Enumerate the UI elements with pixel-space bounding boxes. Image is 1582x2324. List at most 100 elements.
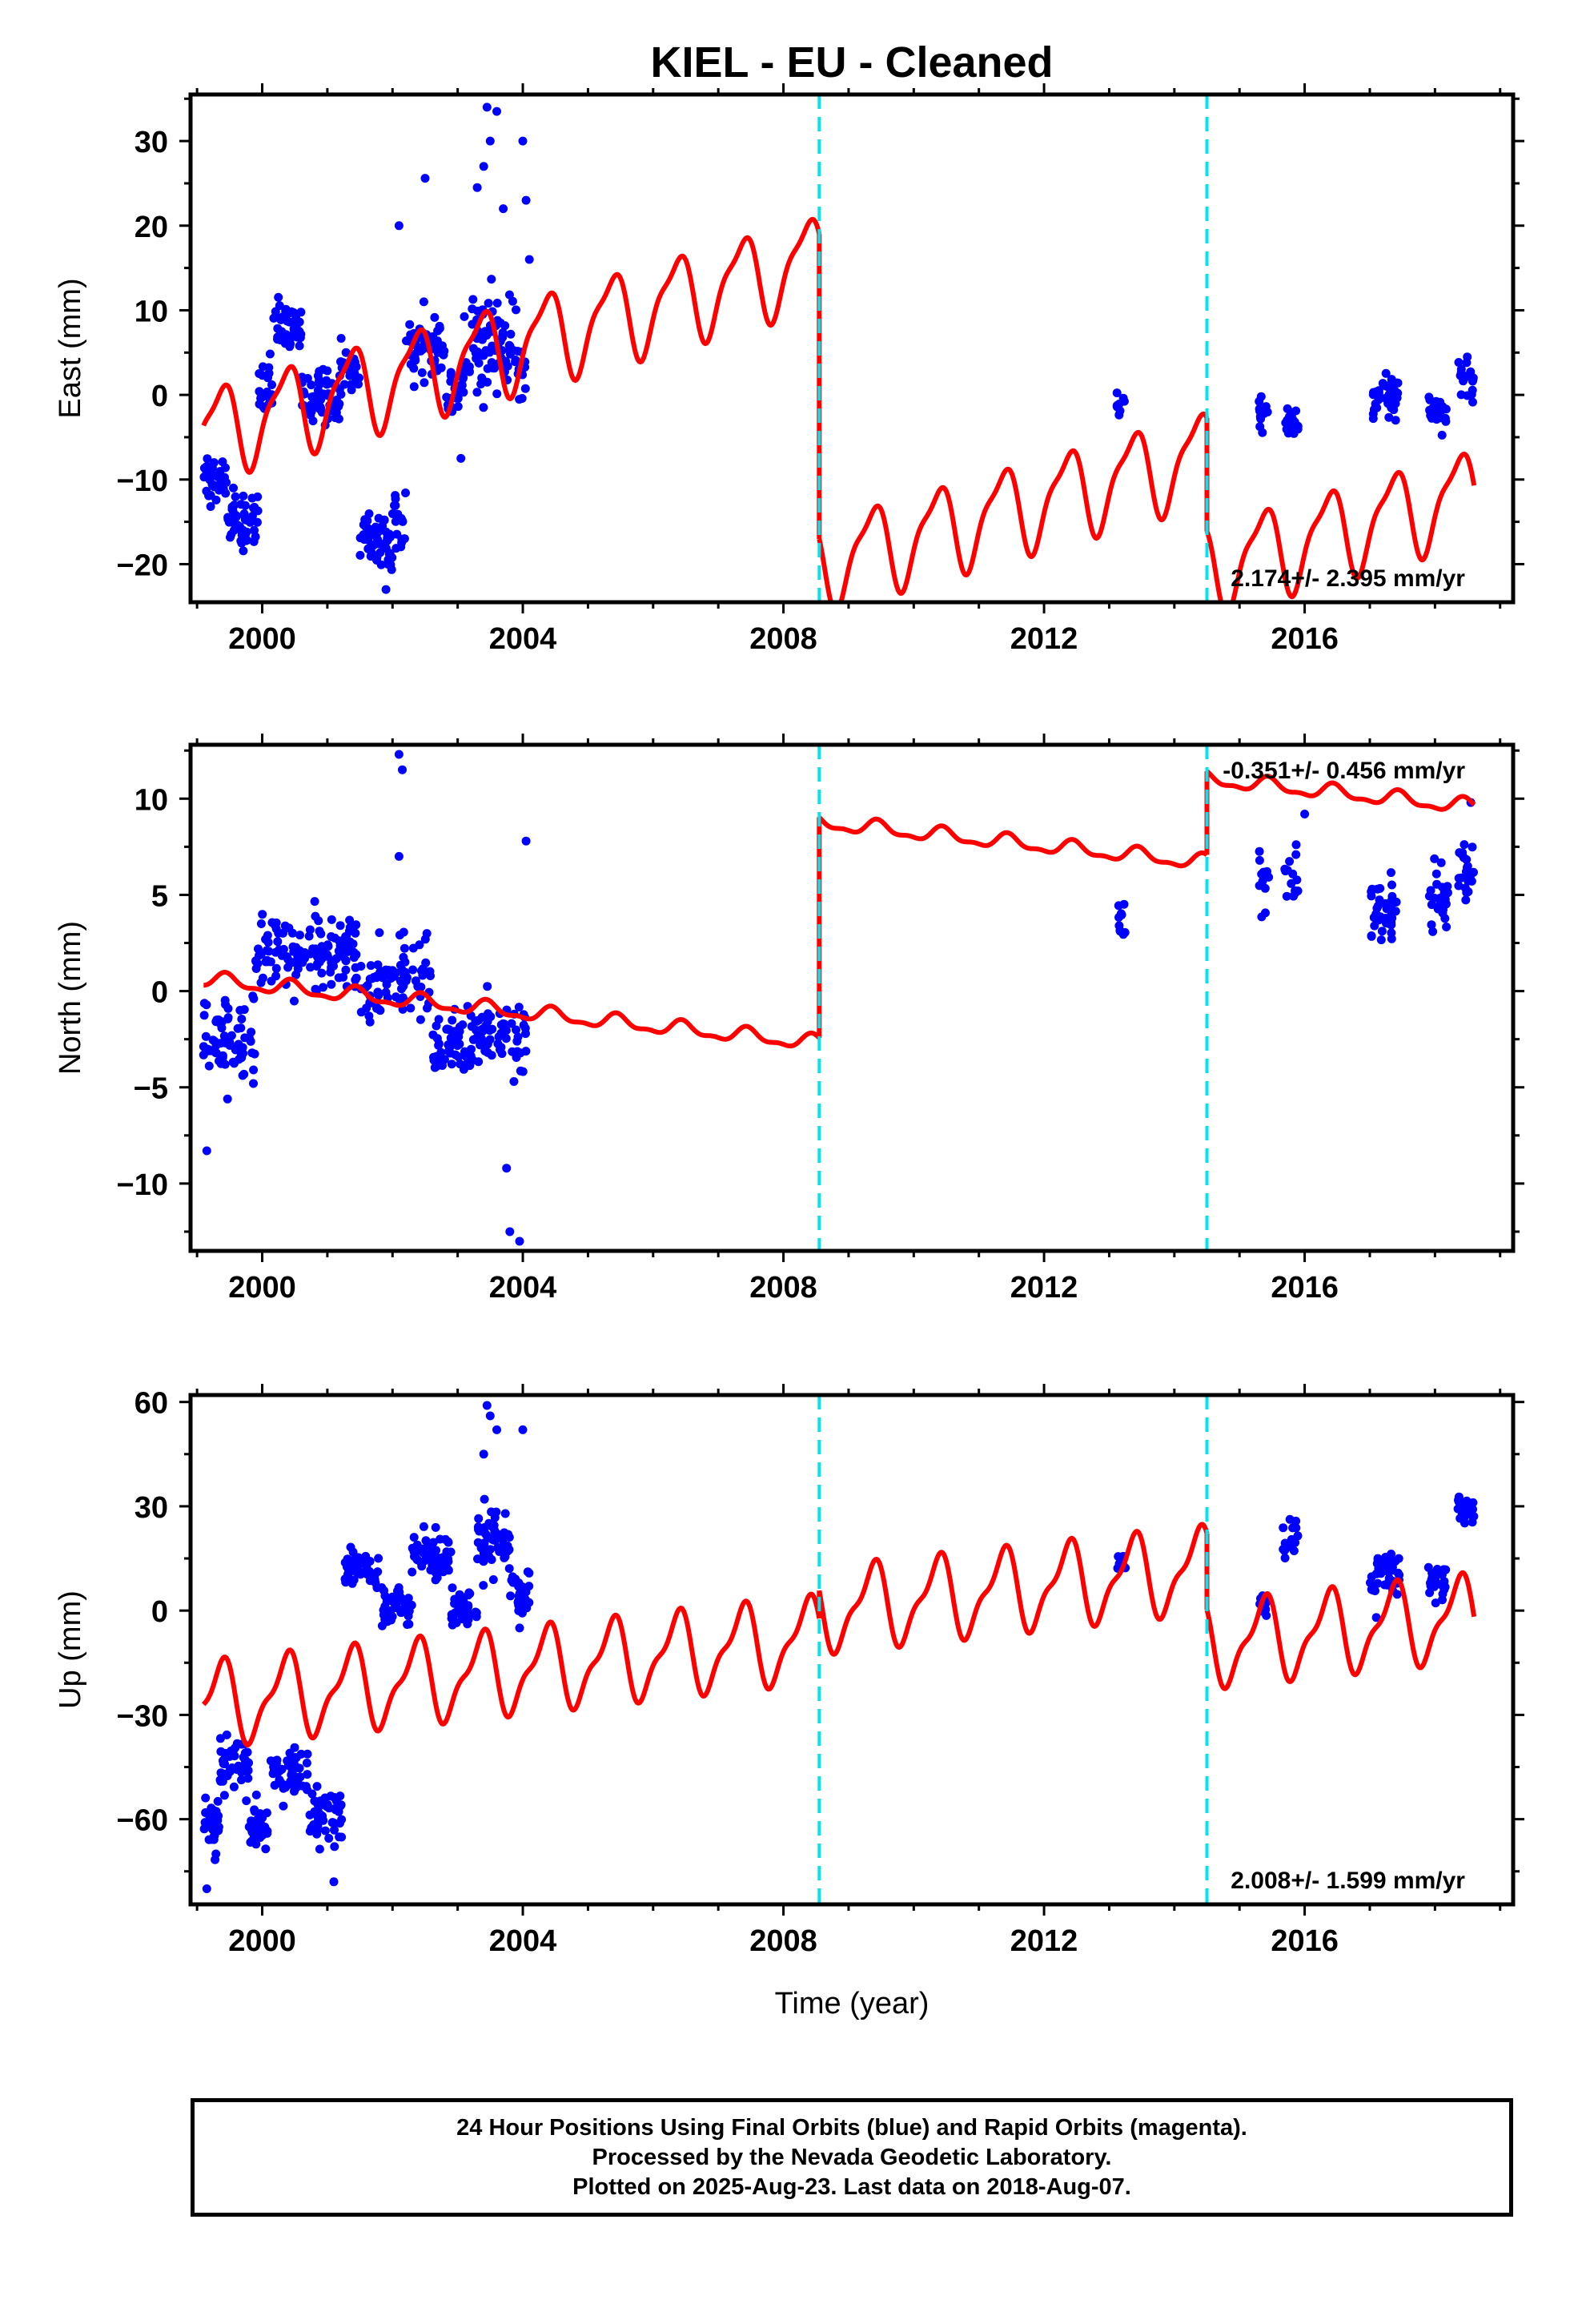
data-point bbox=[381, 585, 391, 594]
data-point bbox=[383, 971, 393, 980]
data-point bbox=[1258, 876, 1267, 886]
data-point bbox=[519, 1584, 528, 1593]
data-point bbox=[1112, 400, 1122, 410]
data-point bbox=[1454, 874, 1464, 883]
data-point bbox=[343, 1569, 353, 1578]
data-point bbox=[329, 1792, 339, 1802]
data-point bbox=[329, 1818, 339, 1827]
data-point bbox=[1291, 1523, 1301, 1533]
north-model-segment bbox=[817, 815, 1209, 869]
data-point bbox=[492, 1425, 501, 1434]
data-point bbox=[1114, 410, 1124, 420]
data-point bbox=[1395, 1570, 1404, 1580]
data-point bbox=[274, 928, 283, 938]
data-point bbox=[199, 999, 209, 1008]
east-data-points bbox=[199, 103, 1478, 594]
data-point bbox=[1368, 414, 1378, 424]
data-point bbox=[417, 368, 427, 377]
data-point bbox=[452, 1618, 461, 1627]
data-point bbox=[433, 348, 443, 357]
data-point bbox=[306, 963, 315, 972]
y-tick-label: 10 bbox=[135, 295, 168, 328]
data-point bbox=[202, 1884, 211, 1893]
data-point bbox=[518, 1425, 528, 1434]
x-tick-label: 2008 bbox=[749, 622, 817, 656]
data-point bbox=[391, 1597, 401, 1606]
data-point bbox=[400, 967, 410, 977]
data-point bbox=[459, 388, 468, 397]
data-point bbox=[382, 979, 391, 989]
data-point bbox=[309, 1820, 319, 1829]
data-point bbox=[485, 1035, 495, 1044]
east-plot-area bbox=[199, 103, 1478, 602]
data-point bbox=[375, 928, 384, 938]
data-point bbox=[432, 1021, 441, 1031]
data-point bbox=[1435, 403, 1444, 412]
data-point bbox=[485, 1411, 495, 1421]
data-point bbox=[239, 491, 248, 501]
data-point bbox=[339, 380, 349, 389]
data-point bbox=[488, 1024, 497, 1034]
data-point bbox=[458, 374, 468, 384]
data-point bbox=[1425, 1588, 1435, 1598]
data-point bbox=[1114, 901, 1123, 911]
data-point bbox=[239, 509, 249, 518]
data-point bbox=[336, 334, 346, 343]
data-point bbox=[506, 1591, 516, 1601]
data-point bbox=[431, 1522, 440, 1532]
data-point bbox=[402, 336, 411, 346]
data-point bbox=[337, 1832, 347, 1842]
data-point bbox=[287, 928, 297, 938]
data-point bbox=[500, 1553, 509, 1562]
data-point bbox=[327, 932, 336, 941]
up-plot-area bbox=[199, 1401, 1479, 1893]
up-data-points bbox=[199, 1401, 1479, 1893]
data-point bbox=[519, 1020, 528, 1030]
data-point bbox=[359, 535, 369, 545]
data-point bbox=[1423, 1562, 1433, 1572]
data-point bbox=[247, 1836, 257, 1846]
north-data-points bbox=[199, 750, 1478, 1246]
data-point bbox=[1426, 886, 1435, 895]
data-point bbox=[296, 329, 306, 339]
data-point bbox=[467, 1044, 476, 1054]
data-point bbox=[472, 388, 482, 397]
data-point bbox=[1426, 411, 1435, 420]
data-point bbox=[480, 1046, 490, 1055]
up-frame bbox=[188, 1393, 1516, 1907]
data-point bbox=[340, 1558, 350, 1567]
data-point bbox=[508, 296, 517, 306]
data-point bbox=[487, 1555, 496, 1564]
data-point bbox=[349, 947, 359, 957]
data-point bbox=[311, 911, 320, 921]
data-point bbox=[466, 1051, 476, 1061]
east-model-segment bbox=[1204, 451, 1477, 602]
panel-north: 2000 2004 2008 2012 2016 −10 −5 0 5 10 North (mm) -… bbox=[54, 734, 1524, 1305]
data-point bbox=[335, 921, 345, 931]
data-point bbox=[391, 517, 400, 526]
data-point bbox=[316, 395, 326, 404]
data-point bbox=[216, 1747, 226, 1756]
data-point bbox=[247, 1826, 256, 1835]
data-point bbox=[419, 1522, 428, 1531]
data-point bbox=[1255, 846, 1264, 856]
data-point bbox=[305, 1827, 315, 1836]
data-point bbox=[1387, 904, 1395, 914]
data-point bbox=[401, 489, 410, 497]
data-point bbox=[1394, 1554, 1403, 1563]
data-point bbox=[252, 1815, 262, 1824]
data-point bbox=[512, 1036, 522, 1046]
data-point bbox=[219, 1791, 229, 1800]
data-point bbox=[221, 1038, 230, 1047]
data-point bbox=[387, 509, 397, 518]
data-point bbox=[485, 1545, 495, 1554]
up-rate-label: 2.008+/- 1.599 mm/yr bbox=[1231, 1868, 1465, 1894]
data-point bbox=[350, 357, 359, 367]
data-point bbox=[1460, 840, 1469, 850]
data-point bbox=[447, 1059, 456, 1069]
data-point bbox=[1120, 927, 1130, 937]
data-point bbox=[1437, 1570, 1447, 1579]
data-point bbox=[341, 956, 351, 966]
data-point bbox=[258, 973, 267, 983]
